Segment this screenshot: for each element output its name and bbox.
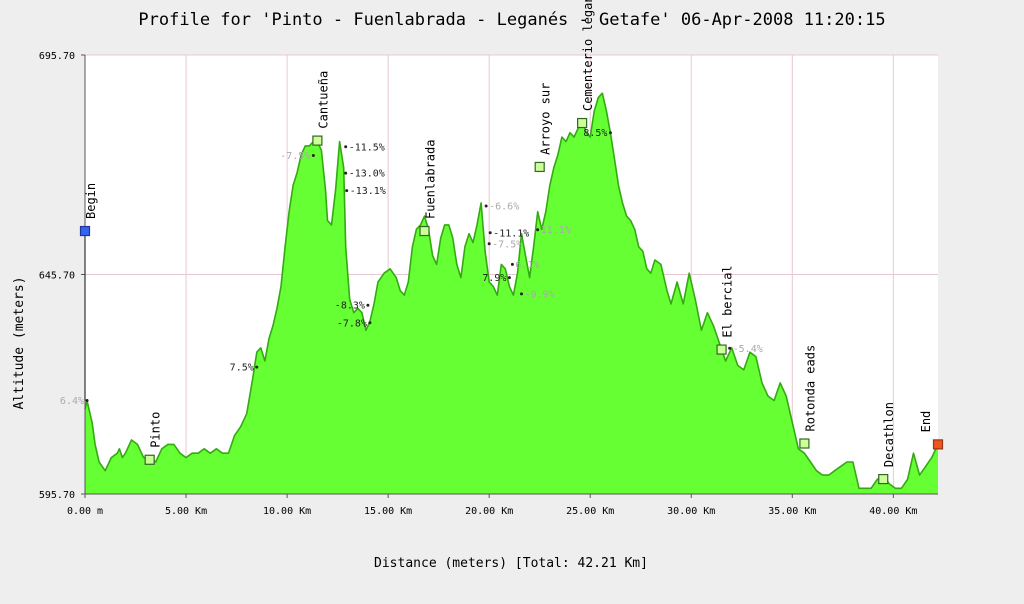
grade-point xyxy=(608,131,612,135)
grade-label: 6.4% xyxy=(60,396,84,407)
grade-point xyxy=(344,171,348,175)
waypoint-label: Begin xyxy=(84,183,98,219)
grade-point xyxy=(311,154,315,158)
grade-label: 11.1% xyxy=(541,225,571,236)
x-tick-label: 0.00 m xyxy=(67,506,103,517)
waypoint-label: Cementerio leganes xyxy=(581,0,595,111)
grade-point xyxy=(728,346,732,350)
grade-label: -11.5% xyxy=(349,142,385,153)
grade-point xyxy=(488,231,492,235)
waypoint-marker xyxy=(799,438,810,449)
grade-label: -13.0% xyxy=(349,169,385,180)
x-tick-label: 30.00 Km xyxy=(667,506,715,517)
y-tick-label: 695.70 xyxy=(39,51,75,62)
x-tick-label: 5.00 Km xyxy=(165,506,207,517)
waypoint-label: End xyxy=(919,411,933,433)
x-tick-label: 25.00 Km xyxy=(566,506,614,517)
y-tick-label: 595.70 xyxy=(39,490,75,501)
grade-label: -13.1% xyxy=(350,186,386,197)
waypoint-label: El bercial xyxy=(721,265,735,337)
waypoint-label: Cantueña xyxy=(316,71,330,129)
waypoint-label: Arroyo sur xyxy=(539,83,553,155)
grade-point xyxy=(536,228,540,232)
grade-label: 6.1% xyxy=(515,260,539,271)
waypoint-marker xyxy=(144,454,155,465)
waypoint-marker xyxy=(419,225,430,237)
chart-title: Profile for 'Pinto - Fuenlabrada - Legan… xyxy=(138,10,885,30)
grade-point xyxy=(487,242,491,246)
grade-label: -7.5% xyxy=(492,239,522,250)
grade-point xyxy=(255,365,259,369)
grade-label: -11.1% xyxy=(493,228,529,239)
x-tick-label: 10.00 Km xyxy=(263,506,311,517)
grade-annotations: 6.4% 7.5% -7.5% -11.5% -13.0% -13.1% -8.3% -7.8… xyxy=(60,128,763,407)
x-tick-label: 35.00 Km xyxy=(768,506,816,517)
elevation-line xyxy=(84,92,939,490)
grade-point xyxy=(520,292,524,296)
grade-point xyxy=(344,145,348,149)
waypoint-markers: Begin Pinto Cantueña Fuenlabrada Arroyo sur C… xyxy=(79,0,944,485)
x-tick-label: 40.00 Km xyxy=(869,506,917,517)
grade-label: -8.3% xyxy=(335,301,365,312)
grade-label: -7.8% xyxy=(337,318,367,329)
waypoint-label: Rotonda eads xyxy=(803,345,817,432)
axes: 0.00 m 5.00 Km 10.00 Km 15.00 Km 20.00 Km 25.… xyxy=(39,51,938,517)
grade-label: 7.9% xyxy=(482,273,506,284)
waypoint-label: Pinto xyxy=(149,412,163,448)
grade-label: -7.5% xyxy=(280,151,310,162)
waypoint-label: Fuenlabrada xyxy=(424,140,438,219)
grade-label: 7.5% xyxy=(230,363,254,374)
waypoint-marker xyxy=(932,439,944,450)
elevation-area xyxy=(84,92,939,494)
grade-point xyxy=(510,262,514,266)
grade-point xyxy=(366,303,370,307)
x-tick-label: 20.00 Km xyxy=(465,506,513,517)
x-axis-label: Distance (meters) [Total: 42.21 Km] xyxy=(374,556,648,571)
grade-label: -5.4% xyxy=(733,344,763,355)
waypoint-marker xyxy=(534,161,545,173)
elevation-fill xyxy=(85,93,938,494)
grade-label: -6.6% xyxy=(489,202,519,213)
waypoint-marker xyxy=(878,473,889,485)
grade-point xyxy=(85,398,89,402)
waypoint-marker xyxy=(312,135,323,146)
waypoint-marker xyxy=(716,344,727,355)
grade-label: -9.9% xyxy=(525,289,555,300)
waypoint-label: Decathlon xyxy=(882,402,896,467)
grade-point xyxy=(484,204,488,208)
grade-point xyxy=(507,276,511,280)
grade-label: 8.5% xyxy=(583,128,607,139)
waypoint-marker xyxy=(577,117,588,129)
y-tick-label: 645.70 xyxy=(39,271,75,282)
grade-point xyxy=(345,189,349,193)
y-axis-label: Altitude (meters) xyxy=(12,276,27,409)
grade-point xyxy=(368,321,372,325)
x-tick-label: 15.00 Km xyxy=(364,506,412,517)
waypoint-marker xyxy=(79,225,91,237)
